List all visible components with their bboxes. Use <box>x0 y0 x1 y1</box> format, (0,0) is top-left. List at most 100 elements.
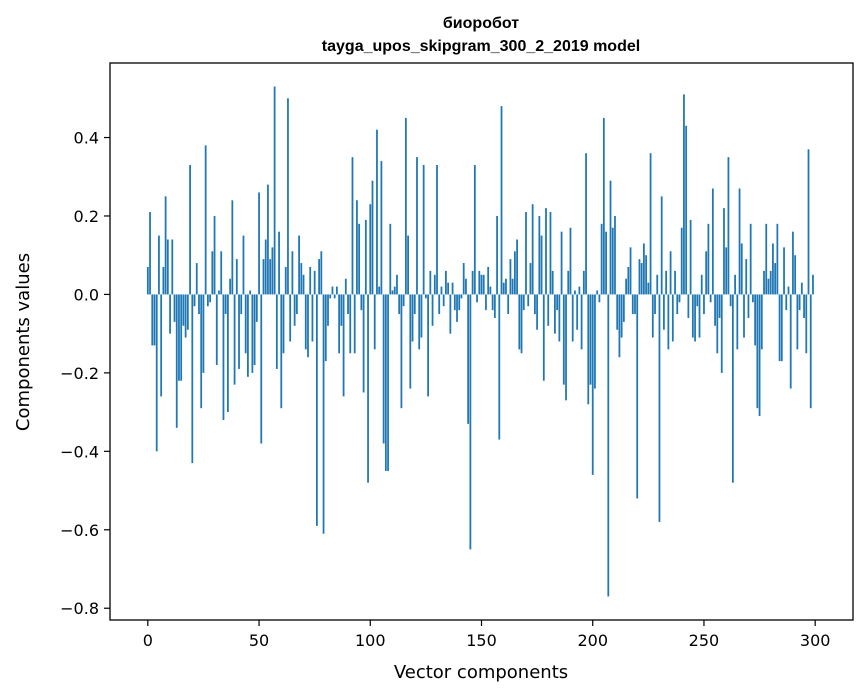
bar <box>640 263 643 295</box>
bar <box>198 294 200 315</box>
bar <box>714 294 716 326</box>
bar <box>493 294 496 318</box>
bar <box>578 286 581 295</box>
bar <box>502 282 505 295</box>
bar <box>513 251 516 295</box>
bar <box>647 282 650 295</box>
bar <box>213 215 216 295</box>
bar <box>576 294 579 330</box>
bar <box>218 290 220 295</box>
bar <box>449 294 452 334</box>
bar <box>703 294 705 315</box>
bar <box>313 270 316 295</box>
bar <box>540 235 543 295</box>
bar <box>505 278 507 295</box>
bar <box>663 294 665 330</box>
x-tick-label: 150 <box>466 631 497 650</box>
bar <box>380 161 383 295</box>
y-axis-label: Components values <box>13 253 34 431</box>
bar <box>800 282 803 295</box>
bars-group <box>146 86 814 597</box>
bar <box>369 204 372 295</box>
bar <box>509 259 512 295</box>
bar <box>393 286 396 295</box>
bar <box>391 290 394 295</box>
bar <box>398 294 401 315</box>
bar <box>574 290 576 295</box>
bar <box>531 204 534 295</box>
bar <box>309 266 312 295</box>
bar <box>683 94 685 295</box>
bar <box>520 294 523 354</box>
bar <box>618 294 621 358</box>
bar <box>560 231 563 295</box>
bar <box>685 125 688 295</box>
bar <box>235 259 238 295</box>
bar <box>469 294 472 550</box>
bar <box>300 263 303 295</box>
bar <box>674 270 676 295</box>
bar <box>453 294 456 311</box>
bar <box>678 294 681 303</box>
bar <box>716 294 719 354</box>
bar <box>289 294 292 342</box>
bar <box>511 278 514 295</box>
plot-frame <box>109 62 854 621</box>
bar <box>247 294 249 377</box>
bar <box>227 294 229 413</box>
chart-subtitle: tayga_upos_skipgram_300_2_2019 model <box>322 38 640 55</box>
bar <box>522 294 525 311</box>
bar <box>251 294 254 373</box>
bar <box>462 263 465 295</box>
bar <box>798 294 801 311</box>
bar <box>542 294 545 381</box>
x-tick-label: 300 <box>800 631 831 650</box>
bar <box>476 294 478 303</box>
bar <box>518 294 521 350</box>
bar <box>429 270 432 295</box>
bar <box>609 180 612 295</box>
bar <box>636 294 639 499</box>
bar <box>787 286 790 295</box>
bar <box>500 106 503 295</box>
bar <box>600 223 603 295</box>
bar <box>607 294 610 597</box>
bar <box>269 259 272 295</box>
bar <box>255 294 258 322</box>
bar <box>336 286 338 295</box>
bar <box>591 294 594 475</box>
bar <box>547 294 550 326</box>
bar <box>155 294 158 452</box>
bar <box>645 255 648 295</box>
bar <box>620 294 623 338</box>
bar <box>304 294 307 350</box>
y-tick-label: 0.4 <box>74 129 99 148</box>
bar <box>516 239 518 295</box>
bar <box>329 294 332 299</box>
bar <box>749 223 752 295</box>
bar <box>189 164 191 295</box>
bar <box>353 294 356 354</box>
bar <box>373 294 376 350</box>
bar <box>809 294 812 409</box>
bar <box>186 294 189 330</box>
bar <box>315 294 318 526</box>
bar <box>760 294 763 350</box>
bar <box>567 270 570 295</box>
bar <box>284 266 287 295</box>
bar <box>767 278 770 295</box>
bar <box>364 219 367 295</box>
bar <box>431 294 434 326</box>
bar <box>169 294 171 334</box>
bar <box>280 294 283 409</box>
bar <box>536 294 538 330</box>
bar <box>376 129 378 295</box>
bar <box>458 294 461 311</box>
bar <box>569 227 572 295</box>
bar <box>807 149 810 295</box>
bar <box>173 294 176 322</box>
bar <box>340 294 343 326</box>
bar <box>709 294 712 303</box>
bar <box>758 294 761 417</box>
